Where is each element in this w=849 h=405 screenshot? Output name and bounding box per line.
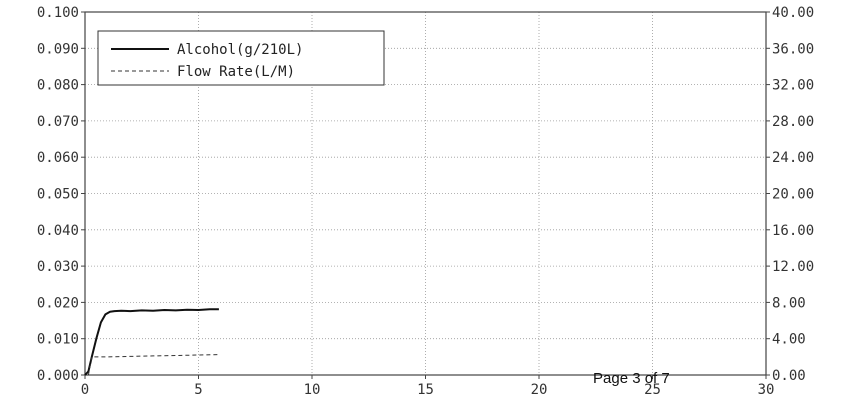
y-right-tick-label: 28.00 [772,114,814,130]
y-right-tick-label: 8.00 [772,295,806,311]
y-right-tick-label: 20.00 [772,187,814,203]
legend-box [97,30,385,86]
y-right-tick-label: 4.00 [772,332,806,348]
tick-labels: 0.000 0.00 0.010 4.00 0.020 8.00 0.030 12.00 0.0… [37,5,814,398]
y-right-tick-label: 36.00 [772,41,814,57]
series-line-alcohol [84,308,219,376]
y-left-tick-label: 0.060 [37,150,79,166]
x-tick-label: 25 [644,382,661,398]
x-tick-label: 20 [531,382,548,398]
series-line-flow-rate [87,354,219,376]
page-number: Page 3 of 7 [593,370,670,387]
y-right-tick-label: 0.00 [772,368,806,384]
series-lines [84,308,219,376]
y-left-tick-label: 0.040 [37,223,79,239]
x-tick-label: 10 [304,382,321,398]
y-left-tick-label: 0.000 [37,368,79,384]
y-right-tick-label: 12.00 [772,259,814,275]
legend: Alcohol(g/210L) Flow Rate(L/M) [97,30,385,86]
y-left-tick-label: 0.080 [37,78,79,94]
y-left-tick-label: 0.100 [37,5,79,21]
y-left-tick-label: 0.010 [37,332,79,348]
y-right-tick-label: 16.00 [772,223,814,239]
legend-label-flow-rate: Flow Rate(L/M) [177,64,295,80]
x-tick-label: 0 [81,382,89,398]
x-tick-label: 5 [194,382,202,398]
y-left-tick-label: 0.090 [37,41,79,57]
x-tick-label: 15 [417,382,434,398]
y-left-tick-label: 0.070 [37,114,79,130]
y-left-tick-label: 0.020 [37,295,79,311]
y-right-tick-label: 40.00 [772,5,814,21]
y-left-tick-label: 0.050 [37,187,79,203]
y-left-tick-label: 0.030 [37,259,79,275]
y-right-tick-label: 24.00 [772,150,814,166]
legend-label-alcohol: Alcohol(g/210L) [177,42,303,58]
x-tick-label: 30 [758,382,775,398]
y-right-tick-label: 32.00 [772,78,814,94]
